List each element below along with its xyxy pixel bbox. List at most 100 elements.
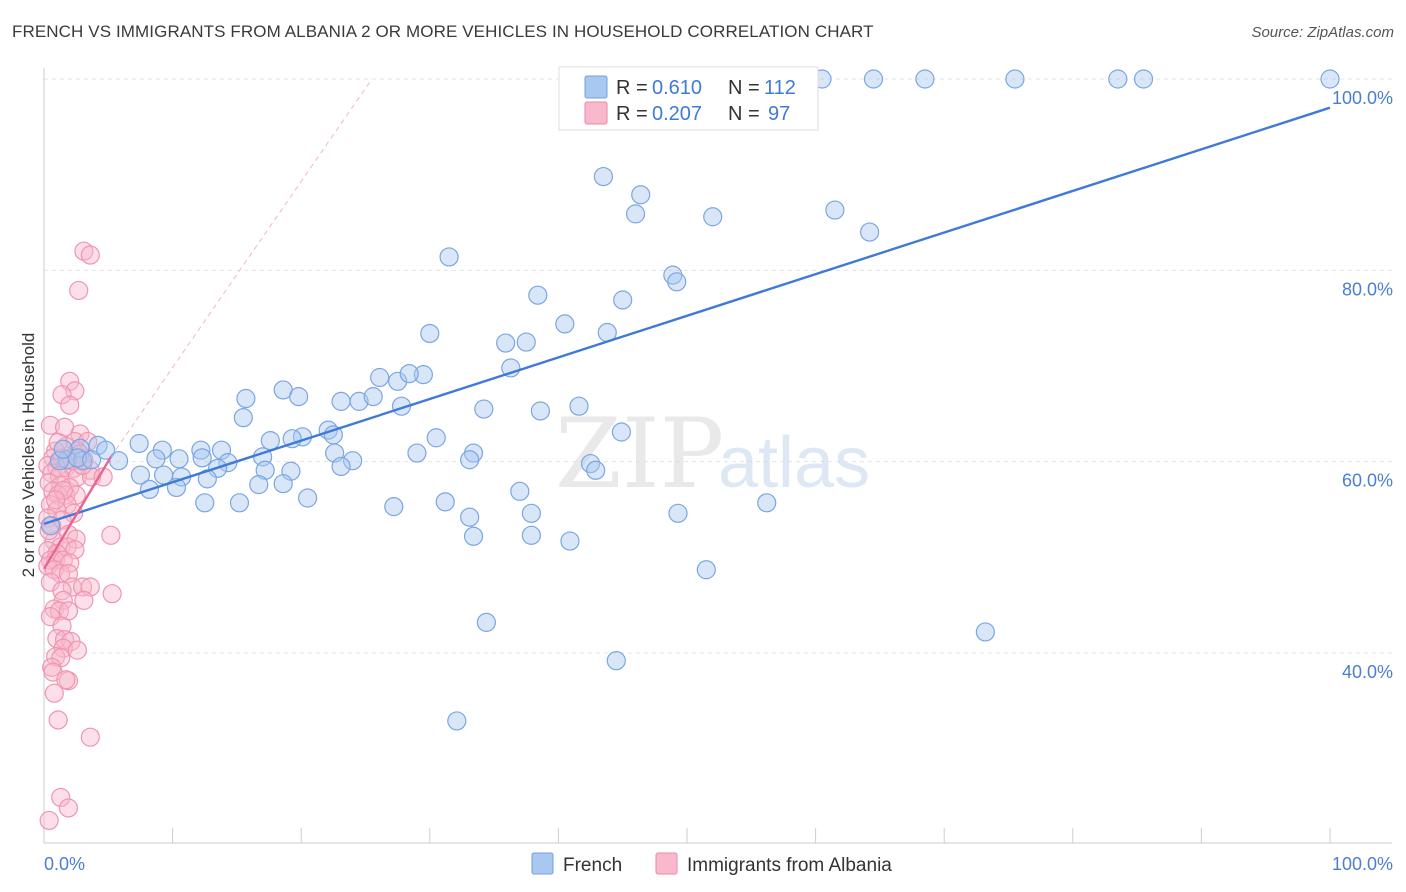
french-series-label: French (563, 855, 622, 876)
french-point (129, 433, 149, 454)
albania-point (60, 395, 80, 415)
french-point (413, 365, 433, 385)
french-point (1133, 69, 1154, 89)
french-point (439, 247, 459, 267)
french-point (516, 332, 536, 352)
french-point (298, 488, 318, 508)
watermark-zip: ZIP (555, 398, 724, 510)
y-axis-label: 2 or more Vehicles in Household (19, 333, 38, 578)
albania-point (67, 640, 88, 660)
albania-point (65, 381, 85, 401)
french-point (343, 451, 363, 471)
french-point (399, 364, 419, 384)
albania-point (80, 245, 100, 265)
reference-line (110, 78, 373, 458)
french-point (667, 272, 687, 292)
albania-point (39, 810, 59, 831)
french-point (370, 367, 390, 388)
french-point (435, 492, 455, 512)
french-point (631, 185, 651, 205)
french-point (289, 387, 309, 407)
french-point (81, 450, 102, 470)
french-point (510, 481, 530, 501)
albania-point (52, 581, 72, 601)
french-point (555, 314, 575, 334)
y-tick-label: 80.0% (1342, 279, 1393, 299)
watermark-atlas: atlas (718, 423, 870, 503)
albania-point (40, 415, 61, 435)
french-series-swatch (531, 852, 554, 875)
french-point (53, 439, 73, 459)
french-point (108, 451, 129, 471)
french-point (593, 166, 614, 187)
chart-title: FRENCH VS IMMIGRANTS FROM ALBANIA 2 OR M… (12, 22, 874, 41)
albania-n-label: N = (728, 103, 760, 125)
french-point (249, 475, 269, 495)
french-point (192, 448, 212, 468)
french-point (625, 204, 646, 224)
y-tick-label: 40.0% (1342, 662, 1393, 682)
french-point (130, 465, 151, 485)
x-tick-label: 100.0% (1332, 854, 1393, 874)
french-point (146, 449, 166, 469)
french-point (757, 493, 777, 513)
french-trend-line (43, 106, 1331, 525)
french-point (260, 431, 280, 451)
albania-n-value: 97 (768, 103, 790, 125)
french-point (233, 408, 253, 428)
french-point (613, 290, 633, 310)
french-point (668, 503, 688, 523)
french-point (860, 222, 880, 242)
french-n-value: 112 (764, 77, 796, 99)
french-point (229, 493, 250, 513)
french-point (696, 560, 716, 580)
french-point (528, 285, 548, 305)
french-point (915, 69, 935, 89)
french-point (530, 401, 550, 421)
french-legend-swatch (584, 75, 608, 99)
french-point (211, 440, 232, 460)
watermark: ZIP atlas (555, 398, 870, 510)
y-tick-label: 100.0% (1332, 88, 1393, 108)
french-point (407, 443, 427, 463)
french-point (460, 507, 480, 527)
source-label: Source: ZipAtlas.com (1251, 24, 1394, 41)
albania-point (53, 480, 73, 500)
french-point (169, 449, 189, 469)
albania-trend-extension (110, 78, 373, 458)
french-point (703, 207, 723, 227)
french-point (863, 69, 884, 89)
albania-point (51, 787, 71, 808)
french-point (349, 391, 369, 411)
french-point (611, 422, 632, 442)
french-point (521, 503, 541, 523)
series-legend: French Immigrants from Albania (531, 852, 892, 876)
french-point (363, 387, 383, 407)
french-point (255, 460, 275, 480)
french-point (496, 333, 516, 353)
french-point (521, 525, 541, 545)
french-point (460, 450, 480, 470)
french-point (1108, 69, 1128, 89)
french-point (195, 493, 215, 513)
french-point (96, 440, 116, 460)
french-r-value: 0.610 (652, 77, 702, 99)
french-point (331, 456, 351, 477)
x-tick-label: 0.0% (44, 854, 85, 874)
french-point (384, 497, 404, 517)
french-point (273, 474, 293, 494)
french-point (447, 711, 467, 731)
albania-trend-line (42, 456, 112, 570)
albania-legend-swatch (584, 101, 608, 125)
albania-points (38, 241, 122, 831)
albania-series-label: Immigrants from Albania (687, 855, 892, 876)
french-point (569, 396, 589, 416)
french-point (606, 651, 626, 671)
french-point (825, 200, 845, 220)
albania-point (80, 727, 100, 747)
albania-point (74, 590, 94, 610)
french-point (1320, 69, 1340, 89)
albania-point (58, 798, 79, 818)
albania-r-label: R = (616, 103, 648, 125)
